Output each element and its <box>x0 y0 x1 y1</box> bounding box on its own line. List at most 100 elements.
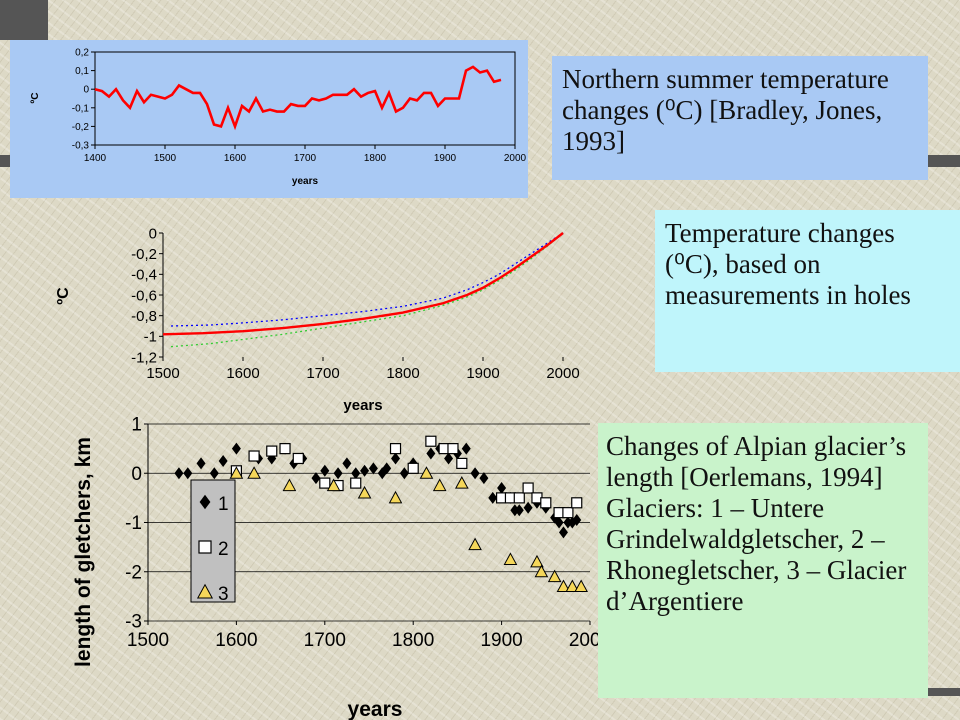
chart3-point-square <box>292 452 304 465</box>
chart3-y-tick-label: 1 <box>131 415 142 436</box>
chart3-y-tick-label: -3 <box>125 612 142 633</box>
chart2-y-tick-label: -0,4 <box>131 267 157 284</box>
panel3-text: Changes of Alpian glacier’s length [Oerl… <box>606 431 907 616</box>
chart3-x-tick-label: 1900 <box>480 630 522 651</box>
chart3-point-diamond <box>196 457 206 470</box>
chart1-y-tick-label: -0,3 <box>72 141 90 152</box>
chart3-point-diamond <box>368 462 378 475</box>
chart3-point-triangle <box>565 579 580 593</box>
chart3-point-square <box>425 435 437 447</box>
chart2-x-tick-label: 2000 <box>546 365 579 382</box>
chart3-point-diamond <box>572 514 582 527</box>
chart3-y-tick-label: -2 <box>125 562 142 583</box>
chart1-x-tick-label: 2000 <box>504 153 527 164</box>
chart3-point-diamond <box>514 504 524 517</box>
chart3-point-triangle <box>282 478 297 492</box>
chart2-y-tick-label: -0,6 <box>131 287 157 304</box>
chart1-y-tick-label: 0,1 <box>75 66 89 77</box>
chart3-point-square <box>456 457 468 470</box>
chart3-point-square <box>540 497 552 509</box>
panel-northern-summer: Northern summer temperature changes (⁰C)… <box>552 56 928 180</box>
chart2-series-line <box>170 232 564 327</box>
chart3-point-triangle <box>574 579 589 593</box>
chart3-point-diamond <box>174 467 184 480</box>
chart3-point-diamond <box>360 464 370 477</box>
chart3-ylabel: length of gletchers, km <box>72 437 95 667</box>
chart3-legend-marker <box>198 540 212 554</box>
chart3-point-square <box>447 443 459 455</box>
chart3-point-square <box>407 462 419 474</box>
chart2-y-tick-label: -1 <box>144 329 157 346</box>
chart3-point-square <box>522 482 534 494</box>
chart1-background <box>10 40 528 198</box>
chart3-point-diamond <box>391 452 401 465</box>
chart3-point-diamond <box>209 467 219 480</box>
chart3-point-triangle <box>530 554 544 568</box>
chart3-point-diamond <box>558 526 568 539</box>
chart3-point-diamond <box>488 491 498 504</box>
chart3-point-square <box>571 497 583 509</box>
chart3-point-triangle <box>454 476 469 489</box>
chart2-x-tick-label: 1900 <box>466 365 499 382</box>
panel-glacier: Changes of Alpian glacier’s length [Oerl… <box>598 423 928 698</box>
chart3-legend-label: 3 <box>218 584 229 605</box>
chart3-x-tick-label: 1600 <box>215 630 257 651</box>
chart3-y-tick-label: 0 <box>131 464 142 485</box>
chart3-point-triangle <box>556 579 571 593</box>
chart1-x-tick-label: 1600 <box>224 153 247 164</box>
chart1-x-tick-label: 1400 <box>84 153 107 164</box>
chart3-legend-marker <box>199 494 211 510</box>
chart3-point-diamond <box>444 452 454 465</box>
chart3-x-tick-label: 1700 <box>304 630 346 651</box>
chart2-x-tick-label: 1600 <box>226 365 259 382</box>
chart2-y-tick-label: -1,2 <box>131 349 157 366</box>
chart2-x-tick-label: 1800 <box>386 365 419 382</box>
chart3-point-triangle <box>534 564 549 578</box>
chart2-x-tick-label: 1500 <box>146 365 179 382</box>
chart3-point-square <box>562 507 574 519</box>
chart3-point-diamond <box>333 467 343 480</box>
chart3-point-square <box>248 450 260 462</box>
chart1-x-tick-label: 1800 <box>364 153 387 164</box>
chart2-series-line <box>162 232 564 336</box>
corner-square-top <box>0 0 48 40</box>
chart1-ylabel: ºC <box>30 93 41 104</box>
chart3-point-triangle <box>326 478 341 492</box>
chart3-legend-box <box>190 479 236 603</box>
chart3-point-diamond <box>218 454 228 467</box>
chart3-point-diamond <box>399 467 409 480</box>
chart1-x-tick-label: 1500 <box>154 153 177 164</box>
chart3-point-diamond <box>461 442 471 455</box>
chart2-y-tick-label: -0,8 <box>131 308 157 325</box>
chart3-legend-label: 1 <box>218 494 229 515</box>
chart3-point-triangle <box>357 485 372 499</box>
chart3-legend-label: 2 <box>218 539 229 560</box>
chart3-x-tick-label: 1800 <box>392 630 434 651</box>
chart3-xlabel: years <box>348 698 403 720</box>
chart3-point-diamond <box>382 462 392 475</box>
chart3-legend-marker <box>196 583 214 599</box>
chart1-x-tick-label: 1900 <box>434 153 457 164</box>
chart3-point-square <box>513 492 525 504</box>
chart3-x-tick-label: 1500 <box>127 630 169 651</box>
chart1-xlabel: years <box>292 176 319 187</box>
chart1-series-line <box>94 65 502 131</box>
chart2-xlabel: years <box>343 397 382 414</box>
chart1-y-tick-label: 0 <box>83 85 89 96</box>
chart3-point-triangle <box>419 466 434 479</box>
left-edge-bar <box>0 155 12 167</box>
chart3-point-diamond <box>479 472 489 485</box>
chart3-point-triangle <box>388 490 403 504</box>
chart3-point-diamond <box>426 447 436 460</box>
chart3-point-diamond <box>523 501 533 514</box>
chart2-y-tick-label: 0 <box>149 225 157 242</box>
chart3-point-diamond <box>554 516 564 529</box>
chart3-point-diamond <box>183 467 193 480</box>
chart2-series-line <box>170 232 564 348</box>
panel2-text: Temperature changes (⁰C), based on measu… <box>665 218 911 310</box>
chart3-point-triangle <box>229 466 244 479</box>
bottom-right-bar <box>928 688 960 696</box>
